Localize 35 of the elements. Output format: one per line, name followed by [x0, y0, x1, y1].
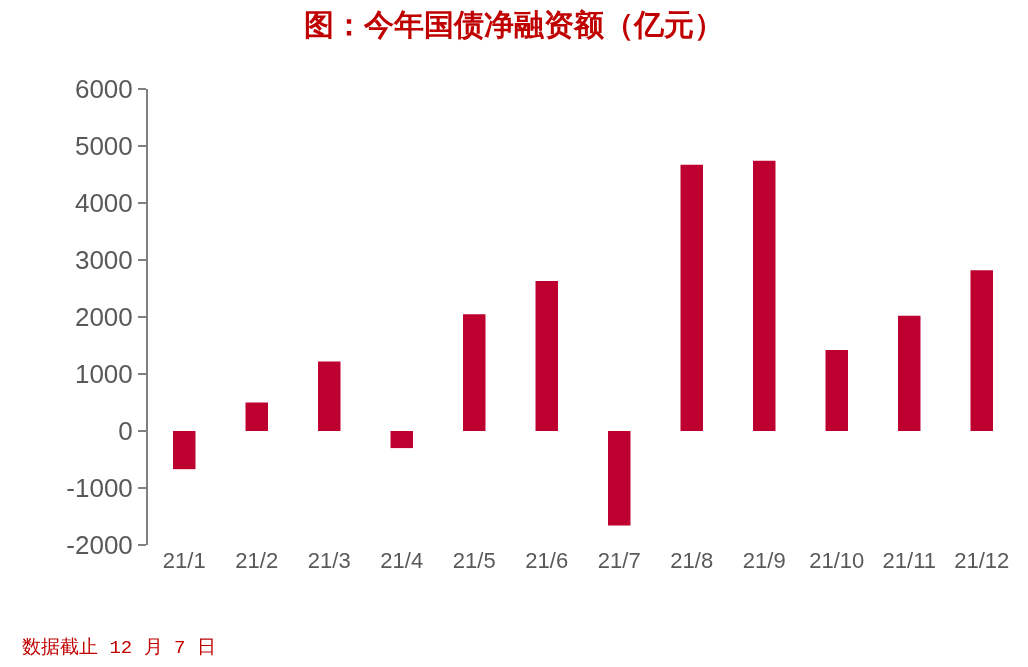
x-tick-label: 21/4 [380, 548, 424, 573]
bar [825, 350, 848, 431]
x-tick-label: 21/2 [235, 548, 279, 573]
x-tick-label: 21/6 [525, 548, 569, 573]
x-tick-label: 21/7 [597, 548, 641, 573]
bar [970, 270, 993, 431]
bar [318, 361, 341, 431]
x-tick-label: 21/3 [307, 548, 351, 573]
chart-title: 图：今年国债净融资额（亿元） [304, 7, 724, 41]
y-tick-label: 2000 [74, 302, 133, 333]
x-tick-label: 21/5 [452, 548, 496, 573]
text: 数据截止 12 月 7 日 [22, 637, 216, 659]
y-tick-label: -2000 [66, 530, 133, 561]
bar [753, 160, 776, 431]
y-tick-label: 1000 [74, 359, 133, 390]
x-tick-label: 21/11 [882, 548, 936, 573]
bar [463, 314, 486, 431]
bar [245, 402, 268, 431]
y-tick-label: 3000 [74, 245, 133, 276]
x-tick-label: 21/12 [954, 548, 1010, 573]
bar [173, 431, 196, 470]
y-tick-label: -1000 [66, 473, 133, 504]
bar [535, 281, 558, 431]
x-tick-label: 21/9 [742, 548, 786, 573]
y-tick-label: 5000 [74, 131, 133, 162]
y-tick-label: 4000 [74, 188, 133, 219]
x-tick-label: 21/8 [670, 548, 714, 573]
bar [898, 315, 921, 431]
bar [608, 431, 631, 526]
x-tick-label: 21/10 [809, 548, 865, 573]
y-tick-label: 0 [118, 416, 133, 447]
bar [680, 164, 703, 431]
x-tick-label: 21/1 [162, 548, 206, 573]
bar [390, 431, 413, 449]
y-tick-label: 6000 [74, 74, 133, 105]
